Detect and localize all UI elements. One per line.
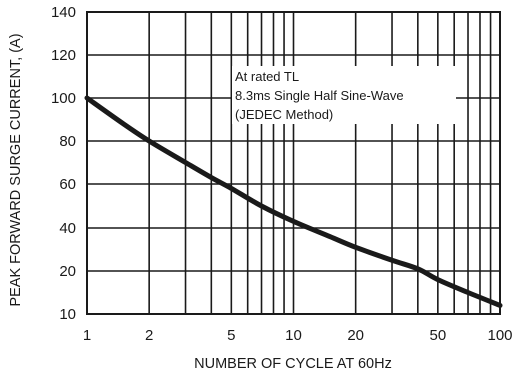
x-tick-label: 2	[145, 327, 153, 344]
annotation-line-2: 8.3ms Single Half Sine-Wave	[235, 88, 404, 103]
annotation-background	[232, 66, 456, 124]
annotation-box: At rated TL 8.3ms Single Half Sine-Wave …	[232, 66, 456, 124]
series-layer	[84, 95, 503, 308]
x-tick-label: 5	[227, 327, 235, 344]
series-line	[84, 95, 503, 308]
y-axis-label: PEAK FORWARD SURGE CURRENT, (A)	[8, 33, 24, 306]
x-axis-label: NUMBER OF CYCLE AT 60Hz	[194, 356, 392, 372]
annotation-line-3: (JEDEC Method)	[235, 107, 333, 122]
x-tick-labels: 1 2 5 10 20 50 100	[83, 327, 513, 344]
y-tick-label: 80	[59, 133, 76, 150]
x-tick-label: 20	[347, 327, 364, 344]
x-tick-label: 100	[487, 327, 512, 344]
y-tick-label: 60	[59, 176, 76, 193]
y-tick-label: 10	[59, 306, 76, 323]
x-tick-label: 10	[285, 327, 302, 344]
y-tick-label: 120	[51, 47, 76, 64]
y-tick-label: 140	[51, 4, 76, 21]
y-tick-labels: 10 20 40 60 80 100 120 140	[51, 4, 76, 323]
grid	[86, 11, 501, 315]
y-tick-label: 20	[59, 263, 76, 280]
plot-frame	[86, 11, 501, 315]
annotation-line-1: At rated TL	[235, 69, 299, 84]
x-tick-label: 1	[83, 327, 91, 344]
y-tick-label: 40	[59, 220, 76, 237]
y-tick-label: 100	[51, 90, 76, 107]
x-tick-label: 50	[429, 327, 446, 344]
